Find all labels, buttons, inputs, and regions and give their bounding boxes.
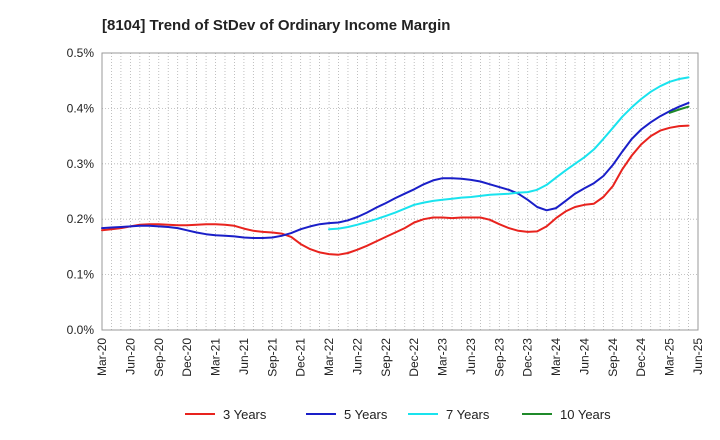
x-tick-label: Jun-25 (691, 338, 705, 375)
y-tick-label: 0.2% (67, 212, 95, 226)
legend-label: 3 Years (223, 407, 267, 422)
legend-label: 7 Years (446, 407, 490, 422)
x-tick-label: Sep-20 (152, 338, 166, 377)
x-tick-label: Dec-23 (521, 338, 535, 377)
x-tick-label: Jun-23 (464, 338, 478, 375)
y-tick-label: 0.0% (67, 323, 95, 337)
series-line-5-years (101, 101, 690, 239)
x-tick-label: Sep-23 (492, 338, 506, 377)
y-tick-label: 0.4% (67, 101, 95, 115)
series-line-3-years (101, 124, 690, 256)
legend-label: 5 Years (344, 407, 388, 422)
x-tick-label: Dec-20 (180, 338, 194, 377)
x-tick-label: Mar-22 (322, 338, 336, 376)
y-tick-label: 0.1% (67, 268, 95, 282)
x-tick-label: Dec-21 (294, 338, 308, 377)
x-tick-label: Jun-20 (123, 338, 137, 375)
chart-title: [8104] Trend of StDev of Ordinary Income… (102, 17, 450, 34)
y-axis: 0.0% 0.1% 0.2% 0.3% 0.4% 0.5% (67, 46, 95, 337)
grid (102, 53, 698, 330)
x-tick-label: Mar-23 (436, 338, 450, 376)
x-tick-label: Mar-20 (95, 338, 109, 376)
series-line-10-years (668, 105, 690, 114)
x-tick-label: Jun-22 (350, 338, 364, 375)
series-line-7-years (328, 76, 690, 231)
y-tick-label: 0.3% (67, 157, 95, 171)
x-tick-label: Mar-21 (209, 338, 223, 376)
x-tick-label: Sep-21 (265, 338, 279, 377)
x-tick-label: Jun-21 (237, 338, 251, 375)
x-tick-label: Dec-24 (634, 338, 648, 377)
legend-label: 10 Years (560, 407, 611, 422)
y-tick-label: 0.5% (67, 46, 95, 60)
x-tick-label: Mar-24 (549, 338, 563, 376)
legend: 3 Years 5 Years 7 Years 10 Years (185, 407, 611, 422)
x-axis: Mar-20 Jun-20 Sep-20 Dec-20 Mar-21 Jun-21 Sep-… (95, 338, 705, 377)
series-layer (101, 76, 690, 256)
plot-frame (101, 52, 699, 331)
x-tick-label: Jun-24 (577, 338, 591, 375)
x-tick-label: Sep-22 (379, 338, 393, 377)
x-tick-label: Sep-24 (606, 338, 620, 377)
x-tick-label: Dec-22 (407, 338, 421, 377)
x-tick-label: Mar-25 (663, 338, 677, 376)
